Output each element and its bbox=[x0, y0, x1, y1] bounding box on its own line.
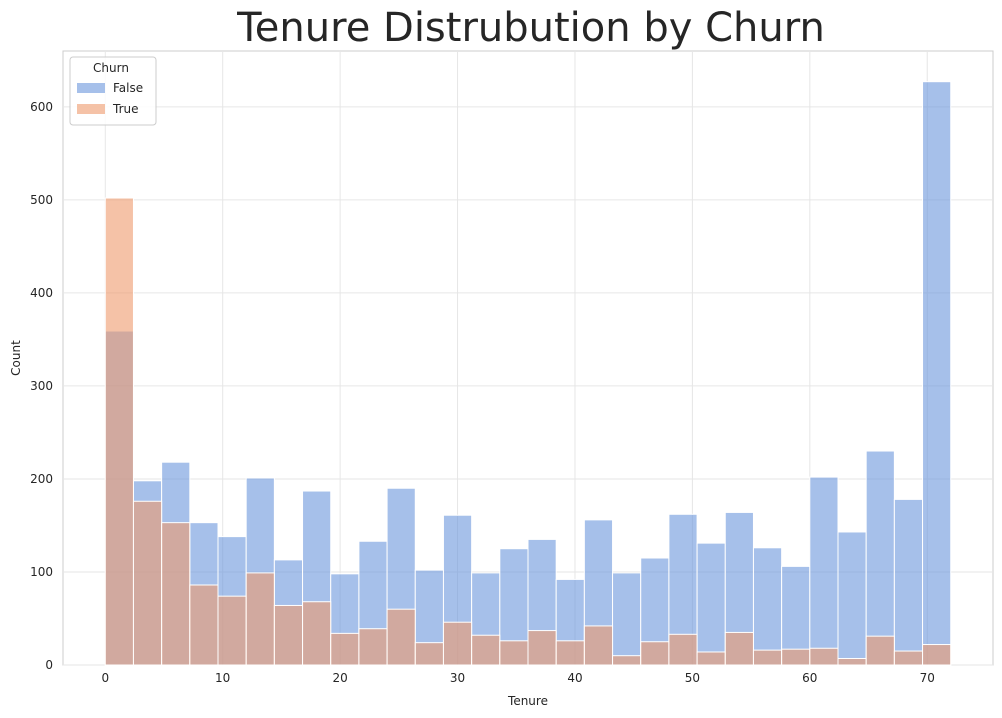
bar-true-24 bbox=[781, 648, 811, 666]
x-axis-label: Tenure bbox=[507, 694, 548, 708]
bar-true-21 bbox=[696, 651, 726, 666]
legend-swatch-false bbox=[77, 83, 105, 93]
bar-true-6 bbox=[273, 604, 304, 666]
y-tick-label-6: 600 bbox=[30, 100, 53, 114]
bar-false-28 bbox=[893, 498, 924, 666]
bar-true-27 bbox=[865, 635, 895, 666]
x-tick-label-7: 70 bbox=[920, 671, 935, 685]
bar-true-7 bbox=[302, 601, 332, 666]
y-tick-label-3: 300 bbox=[30, 379, 53, 393]
bar-true-25 bbox=[809, 647, 839, 666]
legend-swatch-true bbox=[77, 104, 105, 114]
x-tick-label-1: 10 bbox=[215, 671, 230, 685]
y-axis-label: Count bbox=[9, 340, 23, 376]
bar-true-19 bbox=[640, 641, 670, 666]
legend-label-true: True bbox=[112, 102, 139, 116]
bar-false-26 bbox=[837, 531, 867, 666]
bar-true-13 bbox=[471, 634, 501, 666]
bar-false-29 bbox=[922, 81, 952, 666]
bar-true-9 bbox=[358, 628, 388, 666]
bar-true-0 bbox=[104, 197, 134, 666]
bar-false-25 bbox=[809, 476, 839, 666]
bar-true-8 bbox=[330, 632, 360, 666]
bar-false-21 bbox=[696, 542, 726, 666]
y-tick-label-1: 100 bbox=[30, 565, 53, 579]
legend: Churn False True bbox=[69, 56, 157, 126]
bars-group bbox=[104, 81, 952, 666]
y-tick-label-4: 400 bbox=[30, 286, 53, 300]
y-axis-ticks: 0 100 200 300 400 500 600 bbox=[30, 100, 53, 672]
bar-true-10 bbox=[386, 608, 416, 666]
bar-true-1 bbox=[132, 500, 163, 666]
bar-true-5 bbox=[245, 572, 275, 666]
chart-title: Tenure Distrubution by Churn bbox=[236, 5, 825, 51]
bar-false-18 bbox=[612, 572, 642, 666]
y-tick-label-2: 200 bbox=[30, 472, 53, 486]
bar-true-3 bbox=[189, 584, 219, 666]
x-tick-label-6: 60 bbox=[802, 671, 817, 685]
bar-true-4 bbox=[217, 595, 247, 666]
y-tick-label-5: 500 bbox=[30, 193, 53, 207]
bar-true-15 bbox=[527, 630, 557, 666]
x-tick-label-4: 40 bbox=[567, 671, 582, 685]
bar-true-2 bbox=[161, 522, 191, 666]
x-tick-label-3: 30 bbox=[450, 671, 465, 685]
x-tick-label-0: 0 bbox=[101, 671, 109, 685]
bar-true-14 bbox=[499, 640, 529, 666]
bar-false-27 bbox=[865, 450, 895, 666]
bar-true-22 bbox=[724, 631, 754, 666]
bar-true-20 bbox=[668, 633, 698, 666]
x-tick-label-5: 50 bbox=[685, 671, 700, 685]
bar-true-18 bbox=[612, 655, 642, 666]
bar-true-16 bbox=[555, 640, 585, 666]
x-tick-label-2: 20 bbox=[332, 671, 347, 685]
bar-true-17 bbox=[583, 625, 614, 666]
bar-true-28 bbox=[893, 650, 924, 666]
bar-true-12 bbox=[442, 621, 473, 666]
bar-false-23 bbox=[752, 547, 783, 666]
bar-true-26 bbox=[837, 657, 867, 666]
legend-title: Churn bbox=[93, 61, 129, 75]
bar-true-29 bbox=[922, 644, 952, 666]
y-tick-label-0: 0 bbox=[45, 658, 53, 672]
x-axis-ticks: 0 10 20 30 40 50 60 70 bbox=[101, 671, 934, 685]
legend-label-false: False bbox=[113, 81, 143, 95]
bar-true-23 bbox=[752, 649, 783, 666]
bar-true-11 bbox=[414, 642, 444, 666]
